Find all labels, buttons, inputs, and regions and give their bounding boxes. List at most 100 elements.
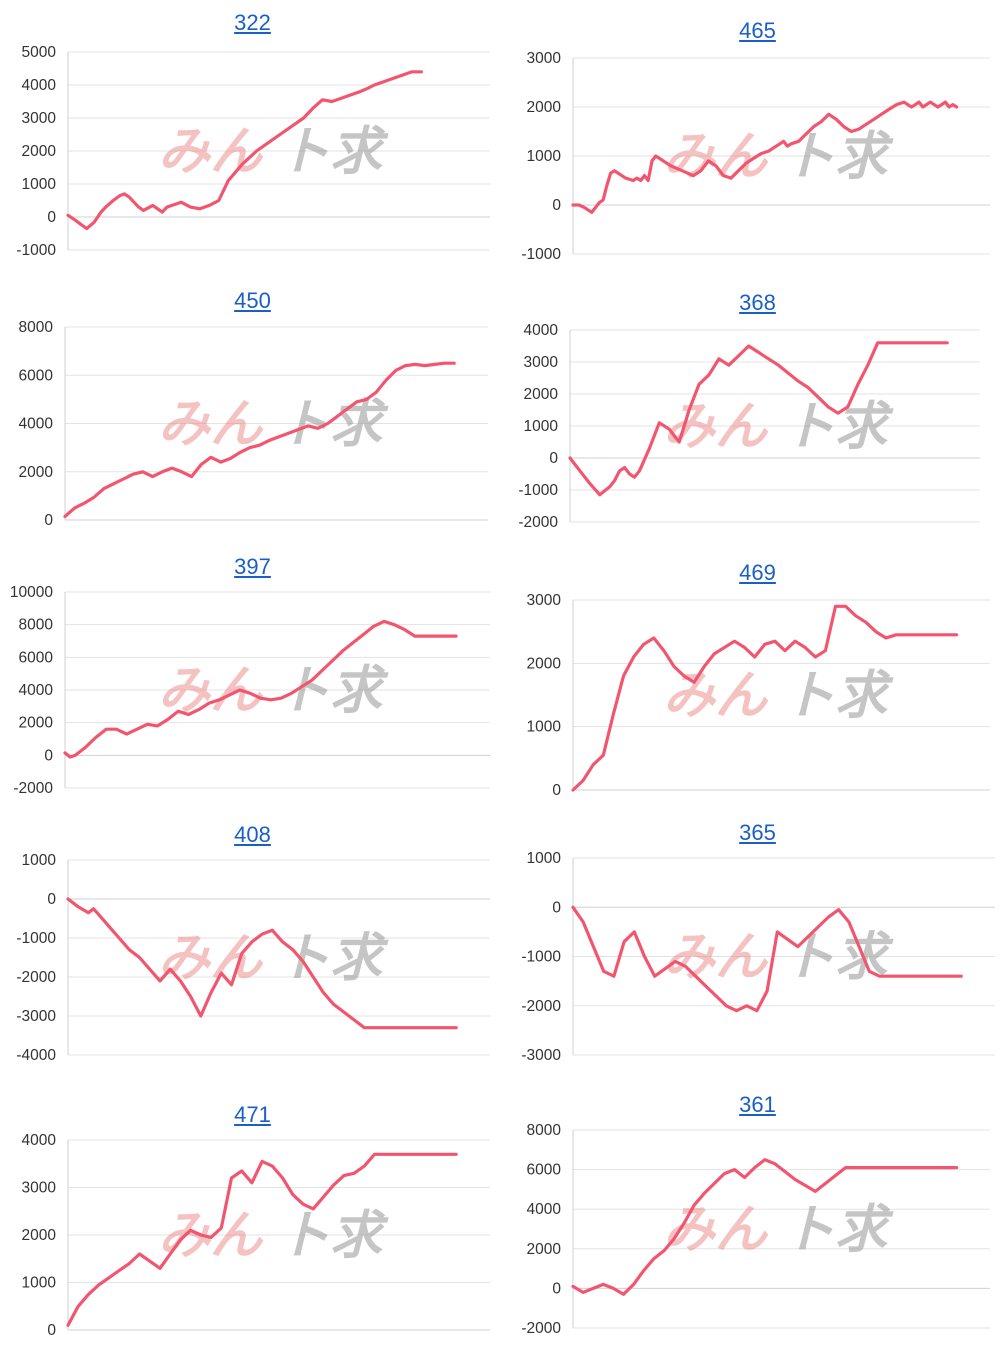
y-tick-label: -2000 — [521, 998, 561, 1015]
watermark-part1: みん — [663, 397, 769, 457]
y-tick-label: 1000 — [22, 176, 57, 193]
watermark-part2: ト求 — [278, 929, 389, 989]
y-tick-label: -1000 — [16, 930, 56, 947]
watermark-part1: みん — [158, 929, 264, 989]
chart-title-link[interactable]: 397 — [234, 554, 271, 579]
y-tick-label: 6000 — [527, 1162, 562, 1179]
y-tick-label: 10000 — [10, 584, 53, 601]
line-chart: -1000 0 1000 2000 3000 みん ト求 — [521, 50, 990, 263]
chart-title-link[interactable]: 361 — [739, 1092, 776, 1117]
chart-panel: 397 -2000 0 2000 4000 6000 8000 10000 みん ト求 — [0, 540, 495, 797]
y-tick-label: -1000 — [518, 482, 558, 499]
line-chart: -2000 -1000 0 1000 2000 3000 4000 みん ト求 — [518, 322, 980, 531]
y-tick-label: 4000 — [22, 1132, 57, 1149]
watermark-part2: ト求 — [783, 397, 894, 457]
chart-panel: 450 0 2000 4000 6000 8000 みん ト求 — [0, 270, 495, 529]
chart-title-link[interactable]: 365 — [739, 820, 776, 845]
watermark-logo: みん ト求 — [158, 929, 389, 989]
y-tick-label: 1000 — [22, 1275, 57, 1292]
chart-title-link[interactable]: 465 — [739, 18, 776, 43]
y-tick-label: -3000 — [521, 1047, 561, 1064]
y-tick-label: 0 — [552, 782, 561, 799]
line-chart: -1000 0 1000 2000 3000 4000 5000 みん ト求 — [16, 44, 490, 259]
y-tick-label: 5000 — [22, 44, 57, 61]
series-line — [63, 361, 456, 518]
watermark-part1: みん — [663, 127, 769, 187]
y-tick-label: 6000 — [19, 367, 54, 384]
watermark-part2: ト求 — [783, 928, 894, 988]
chart-title-link[interactable]: 469 — [739, 560, 776, 585]
series-line — [66, 897, 458, 1030]
chart-panel: 469 0 1000 2000 3000 みん ト求 — [505, 540, 1000, 799]
chart-panel: 365 -3000 -2000 -1000 0 1000 みん ト求 — [505, 810, 1000, 1067]
y-tick-label: 3000 — [527, 50, 562, 67]
watermark-part1: みん — [663, 928, 769, 988]
chart-title-link[interactable]: 450 — [234, 288, 271, 313]
y-tick-label: 8000 — [527, 1122, 562, 1139]
y-tick-label: 1000 — [527, 850, 562, 867]
series-line — [571, 1158, 959, 1296]
watermark-logo: みん ト求 — [663, 127, 894, 187]
watermark-logo: みん ト求 — [158, 122, 389, 182]
y-tick-label: 2000 — [22, 143, 57, 160]
y-tick-label: -3000 — [16, 1008, 56, 1025]
chart-title-link[interactable]: 368 — [739, 290, 776, 315]
line-chart: 0 1000 2000 3000 4000 みん ト求 — [22, 1132, 490, 1339]
y-tick-label: 0 — [47, 209, 56, 226]
y-tick-label: -1000 — [521, 246, 561, 263]
y-tick-label: -2000 — [518, 514, 558, 531]
y-tick-label: 2000 — [527, 655, 562, 672]
line-chart: 0 1000 2000 3000 みん ト求 — [527, 592, 990, 799]
y-tick-label: 0 — [552, 197, 561, 214]
y-tick-label: 0 — [552, 899, 561, 916]
series-line — [571, 100, 959, 214]
y-tick-label: 2000 — [19, 464, 54, 481]
chart-title-link[interactable]: 471 — [234, 1102, 271, 1127]
y-tick-label: -2000 — [16, 969, 56, 986]
line-chart: -3000 -2000 -1000 0 1000 みん ト求 — [521, 850, 995, 1064]
series-line — [66, 70, 423, 231]
y-tick-label: 4000 — [527, 1201, 562, 1218]
series-line — [568, 341, 949, 497]
watermark-part1: みん — [158, 122, 264, 182]
y-tick-label: 3000 — [22, 1180, 57, 1197]
chart-title-link[interactable]: 322 — [234, 10, 271, 35]
watermark-part2: ト求 — [783, 127, 894, 187]
watermark-logo: みん ト求 — [158, 1206, 389, 1266]
y-tick-label: 2000 — [527, 99, 562, 116]
series-line — [571, 905, 963, 1013]
y-tick-label: -1000 — [16, 242, 56, 259]
watermark-logo: みん ト求 — [663, 397, 894, 457]
y-tick-label: -2000 — [13, 780, 53, 797]
chart-panel: 368 -2000 -1000 0 1000 2000 3000 4000 みん ト求 — [505, 270, 1000, 531]
chart-panel: 322 -1000 0 1000 2000 3000 4000 5000 みん ト求 — [0, 0, 495, 259]
y-tick-label: 0 — [549, 450, 558, 467]
y-tick-label: 4000 — [19, 682, 54, 699]
series-line — [63, 619, 458, 759]
y-tick-label: 3000 — [527, 592, 562, 609]
watermark-part2: ト求 — [278, 122, 389, 182]
y-tick-label: 6000 — [19, 649, 54, 666]
series-line — [571, 604, 959, 792]
watermark-part2: ト求 — [278, 395, 389, 455]
chart-panel: 408 -4000 -3000 -2000 -1000 0 1000 みん ト求 — [0, 810, 495, 1067]
y-tick-label: 0 — [47, 1322, 56, 1339]
y-tick-label: 4000 — [524, 322, 559, 339]
y-tick-label: -2000 — [521, 1320, 561, 1337]
y-tick-label: 2000 — [22, 1227, 57, 1244]
y-tick-label: -1000 — [521, 949, 561, 966]
line-chart: -4000 -3000 -2000 -1000 0 1000 みん ト求 — [16, 852, 490, 1064]
y-tick-label: 3000 — [22, 110, 57, 127]
watermark-logo: みん ト求 — [663, 928, 894, 988]
watermark-part2: ト求 — [278, 1206, 389, 1266]
watermark-part2: ト求 — [783, 1200, 894, 1260]
watermark-logo: みん ト求 — [158, 395, 389, 455]
chart-title-link[interactable]: 408 — [234, 822, 271, 847]
y-tick-label: 1000 — [22, 852, 57, 869]
y-tick-label: 8000 — [19, 617, 54, 634]
watermark-part1: みん — [663, 666, 769, 726]
y-tick-label: -4000 — [16, 1047, 56, 1064]
watermark-logo: みん ト求 — [663, 666, 894, 726]
